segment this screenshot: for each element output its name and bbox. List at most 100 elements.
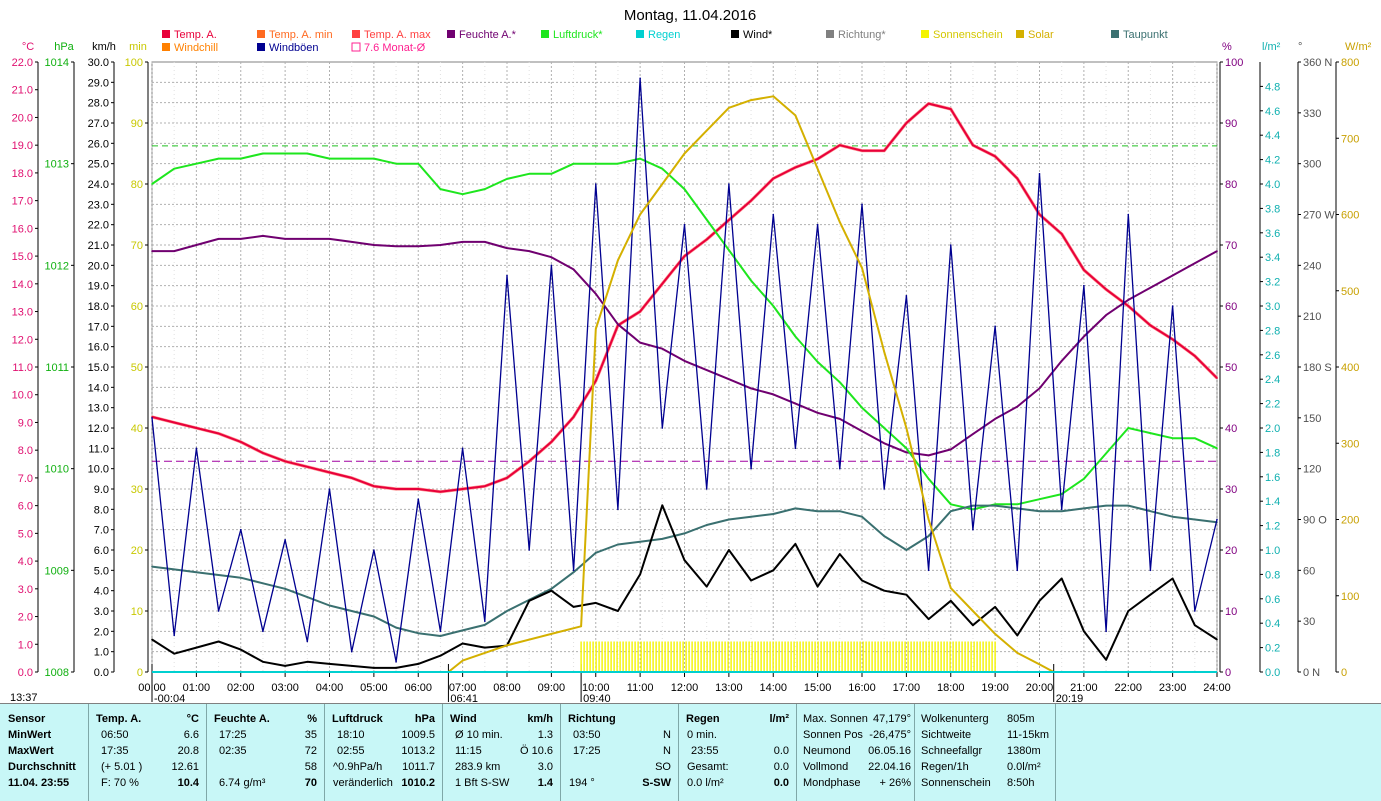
left-tick-label: 21.0 — [12, 85, 33, 97]
series-temp-a-point — [905, 122, 908, 124]
series-windb-en-point — [927, 569, 930, 572]
series-taupunkt-point — [1060, 510, 1063, 512]
left-tick-label: 7.0 — [18, 473, 33, 485]
series-wind-point — [350, 665, 353, 667]
series-taupunkt-point — [306, 596, 309, 598]
wind-max: Ö 10.6 — [519, 745, 553, 757]
series-windb-en-point — [794, 447, 797, 450]
dir-avg: SO — [655, 761, 671, 773]
series-windb-en-point — [1194, 610, 1196, 612]
legend-label: 7.6 Monat-Ø — [364, 42, 426, 54]
series-windb-en-point — [905, 295, 908, 297]
series-windb-en-point — [883, 488, 885, 490]
series-windb-en-point — [639, 77, 641, 80]
series-temp-a-point — [728, 219, 730, 221]
rain-max-time: 23:55 — [691, 745, 719, 757]
left-tick-label: 70 — [131, 240, 143, 252]
series-temp-a-point — [262, 452, 264, 454]
x-tick-label: 15:00 — [804, 682, 832, 694]
series-windb-en-point — [439, 630, 442, 633]
left-tick-label: 14.0 — [88, 382, 109, 394]
series-luftdruck-point — [239, 157, 242, 160]
temp-avg: 12.61 — [171, 761, 199, 773]
series-luftdruck-point — [905, 447, 908, 450]
legend-label: Sonnenschein — [933, 29, 1003, 41]
legend: Temp. A. Temp. A. min Temp. A. max Feuchte … — [162, 29, 1168, 54]
left-tick-label: 9.0 — [18, 417, 33, 429]
series-wind-point — [861, 579, 863, 582]
left-tick-label: 0 — [137, 667, 143, 679]
series-windb-en-point — [217, 610, 220, 612]
left-tick-label: 1009 — [45, 565, 69, 577]
series-solar-point — [905, 427, 908, 429]
left-tick-label: 24.0 — [88, 179, 109, 191]
series-taupunkt-point — [173, 568, 175, 571]
astro-maxsun-label: Max. Sonnen — [803, 713, 868, 725]
series-wind-point — [661, 504, 664, 507]
series-temp-a-point — [195, 427, 198, 429]
row-avg: Durchschnitt — [8, 761, 76, 773]
series-solar-point — [949, 587, 952, 589]
right-tick-label: 4.6 — [1265, 106, 1280, 118]
series-taupunkt-point — [1149, 510, 1152, 512]
series-solar-point — [1016, 652, 1019, 654]
wind-max-time: 11:15 — [455, 745, 482, 757]
series-windb-en-point — [994, 325, 996, 328]
series-feuchte-a-point — [1127, 299, 1130, 301]
series-feuchte-a-point — [617, 323, 619, 326]
series-wind-point — [839, 553, 841, 555]
series-temp-a-point — [994, 155, 996, 158]
series-windb-en-point — [949, 244, 952, 246]
x-tick-label: 02:00 — [227, 682, 255, 694]
series-feuchte-a-point — [728, 378, 730, 381]
right-tick-label: 2.0 — [1265, 423, 1280, 435]
row-max: MaxWert — [8, 745, 54, 757]
left-tick-label: 2.0 — [94, 626, 109, 638]
stats-panel: Sensor MinWert MaxWert Durchschnitt 11.0… — [0, 703, 1381, 801]
legend-swatch — [731, 30, 739, 38]
series-windb-en-point — [617, 508, 619, 511]
wind-bft: 1 Bft S-SW — [455, 777, 510, 789]
series-luftdruck-point — [705, 218, 708, 221]
series-feuchte-a-point — [972, 433, 974, 435]
right-tick-label: 2.4 — [1265, 374, 1280, 386]
series-wind-point — [794, 543, 797, 545]
series-solar-point — [883, 350, 885, 353]
humid-max-time: 02:35 — [219, 745, 247, 757]
left-tick-label: 10.0 — [12, 390, 33, 402]
series-luftdruck-point — [528, 173, 530, 175]
left-tick-label: 7.0 — [94, 525, 109, 537]
left-tick-label: 18.0 — [88, 301, 109, 313]
series-temp-a-point — [1127, 305, 1130, 307]
series-solar-point — [506, 644, 508, 647]
x-marker-label: -00:04 — [154, 693, 185, 703]
series-wind-point — [1060, 577, 1063, 580]
series-windb-en-point — [373, 549, 375, 551]
series-feuchte-a-point — [572, 268, 575, 271]
series-temp-a-point — [1171, 338, 1174, 341]
series-temp-a-point — [1083, 269, 1085, 271]
right-tick-label: 50 — [1225, 362, 1237, 374]
series-taupunkt-point — [239, 576, 242, 579]
series-luftdruck-point — [1149, 432, 1152, 434]
series-solar-point — [839, 221, 841, 223]
humid-avg: 58 — [304, 761, 317, 773]
x-tick-label: 20:00 — [1026, 682, 1054, 694]
series-luftdruck-point — [439, 188, 442, 190]
x-tick-label: 09:00 — [538, 682, 566, 694]
left-tick-label: 19.0 — [12, 140, 33, 152]
legend-swatch — [1016, 30, 1024, 38]
series-feuchte-a-point — [239, 238, 242, 240]
series-wind-point — [816, 585, 819, 588]
series-temp-a-point — [772, 177, 775, 180]
right-tick-label: 700 — [1341, 133, 1359, 145]
x-marker-label: 20:19 — [1056, 693, 1084, 703]
series-luftdruck-point — [1038, 498, 1041, 500]
x-tick-label: 21:00 — [1070, 682, 1098, 694]
series-feuchte-a-point — [284, 238, 286, 240]
temp-delta: (+ 5.01 ) — [101, 761, 143, 773]
misc-visibility: 11-15km — [1007, 729, 1049, 741]
press-current: 1010.2 — [401, 777, 435, 789]
left-tick-label: 18.0 — [12, 168, 33, 180]
series-wind-point — [594, 602, 597, 604]
